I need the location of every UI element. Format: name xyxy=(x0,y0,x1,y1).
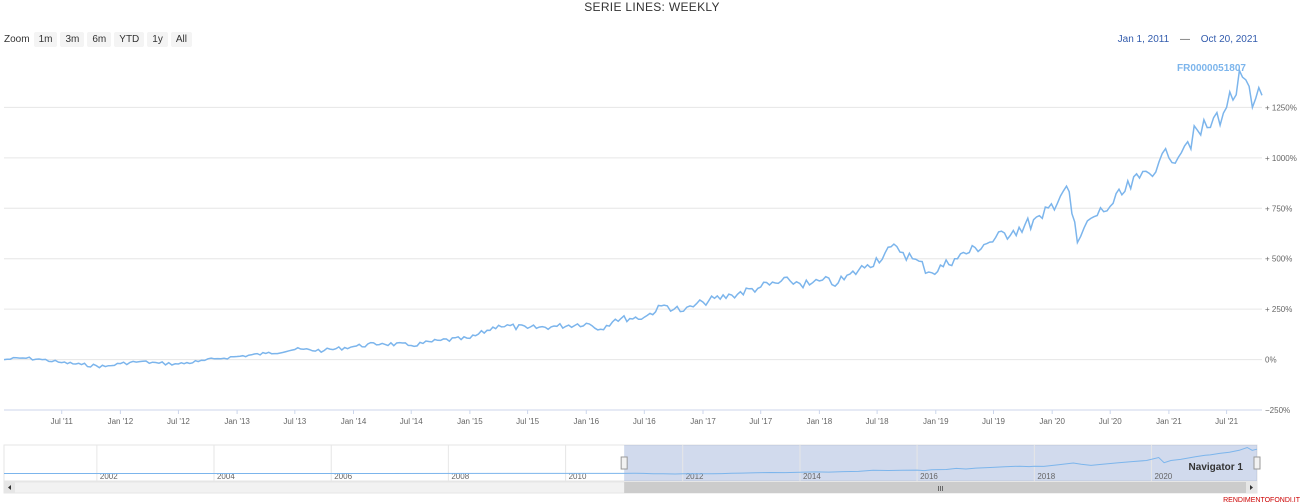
x-tick-label: Jan '13 xyxy=(224,417,250,426)
navigator-year-label: 2006 xyxy=(334,472,352,481)
x-tick-label: Jan '16 xyxy=(574,417,600,426)
zoom-6m-button[interactable]: 6m xyxy=(87,32,112,47)
y-tick-label: 0% xyxy=(1265,356,1277,365)
navigator-right-handle[interactable] xyxy=(1253,456,1261,470)
x-tick-label: Jan '18 xyxy=(807,417,833,426)
grid-lines xyxy=(4,106,1262,411)
scrollbar-grip[interactable]: III xyxy=(938,486,944,493)
navigator-year-label: 2014 xyxy=(803,472,821,481)
x-tick-label: Jul '18 xyxy=(866,417,889,426)
x-tick-label: Jan '15 xyxy=(457,417,483,426)
x-tick-label: Jul '14 xyxy=(400,417,423,426)
x-tick-label: Jul '21 xyxy=(1215,417,1238,426)
y-tick-label: −250% xyxy=(1265,406,1290,415)
zoom-toolbar: Zoom 1m 3m 6m YTD 1y All xyxy=(4,32,195,47)
x-axis-labels: Jul '11 Jan '12 Jul '12 Jan '13 Jul '13 Jan '… xyxy=(51,410,1239,426)
navigator-year-label: 2004 xyxy=(217,472,235,481)
x-tick-label: Jul '11 xyxy=(51,417,74,426)
navigator-label: Navigator 1 xyxy=(1189,462,1244,473)
scroll-right-arrow-icon xyxy=(1250,485,1253,490)
x-tick-label: Jul '13 xyxy=(283,417,306,426)
scrollbar[interactable]: III xyxy=(3,481,1258,494)
x-tick-label: Jul '20 xyxy=(1099,417,1122,426)
range-to[interactable]: Oct 20, 2021 xyxy=(1200,34,1258,45)
x-tick-label: Jan '17 xyxy=(690,417,716,426)
navigator-year-label: 2016 xyxy=(920,472,938,481)
footer-credit: RENDIMENTOFONDI.IT xyxy=(1223,497,1300,504)
series-line[interactable] xyxy=(3,67,1263,369)
zoom-all-button[interactable]: All xyxy=(170,32,192,47)
zoom-label: Zoom xyxy=(4,34,30,45)
scroll-left-arrow-icon xyxy=(8,485,11,490)
range-separator: — xyxy=(1179,34,1190,45)
x-tick-label: Jan '19 xyxy=(923,417,949,426)
zoom-1y-button[interactable]: 1y xyxy=(147,32,168,47)
zoom-3m-button[interactable]: 3m xyxy=(60,32,85,47)
x-tick-label: Jan '20 xyxy=(1039,417,1065,426)
navigator-left-handle[interactable] xyxy=(620,456,628,470)
zoom-1m-button[interactable]: 1m xyxy=(33,32,58,47)
y-tick-label: + 1000% xyxy=(1265,154,1297,163)
scrollbar-thumb[interactable] xyxy=(624,482,1257,493)
y-tick-label: + 750% xyxy=(1265,204,1292,213)
chart-title: SERIE LINES: WEEKLY xyxy=(584,0,720,14)
y-tick-label: + 250% xyxy=(1265,305,1292,314)
navigator-year-label: 2020 xyxy=(1154,472,1172,481)
series-label: FR0000051807 xyxy=(1177,63,1246,74)
y-axis-labels: −250% 0% + 250% + 500% + 750% + 1000% + 1250% xyxy=(1265,103,1297,415)
y-tick-label: + 1250% xyxy=(1265,103,1297,112)
y-tick-label: + 500% xyxy=(1265,255,1292,264)
date-range-display: Jan 1, 2011 — Oct 20, 2021 xyxy=(1118,34,1258,45)
x-tick-label: Jan '21 xyxy=(1156,417,1182,426)
navigator-year-label: 2012 xyxy=(686,472,704,481)
navigator-year-label: 2018 xyxy=(1037,472,1055,481)
zoom-ytd-button[interactable]: YTD xyxy=(114,32,145,47)
navigator-year-label: 2010 xyxy=(569,472,587,481)
x-tick-label: Jul '12 xyxy=(167,417,190,426)
x-tick-label: Jan '14 xyxy=(341,417,367,426)
navigator-year-labels: 2002 2004 2006 2008 2010 2012 2014 2016 2018 2020 xyxy=(96,445,1173,481)
x-tick-label: Jul '19 xyxy=(982,417,1005,426)
x-tick-label: Jan '12 xyxy=(108,417,134,426)
x-tick-label: Jul '15 xyxy=(516,417,539,426)
range-from[interactable]: Jan 1, 2011 xyxy=(1117,34,1170,45)
navigator[interactable]: 2002 2004 2006 2008 2010 2012 2014 2016 2018 2020… xyxy=(3,444,1261,482)
navigator-series-line xyxy=(3,446,1258,475)
navigator-year-label: 2002 xyxy=(100,472,118,481)
x-tick-label: Jul '17 xyxy=(749,417,772,426)
navigator-year-label: 2008 xyxy=(451,472,469,481)
x-tick-label: Jul '16 xyxy=(633,417,656,426)
